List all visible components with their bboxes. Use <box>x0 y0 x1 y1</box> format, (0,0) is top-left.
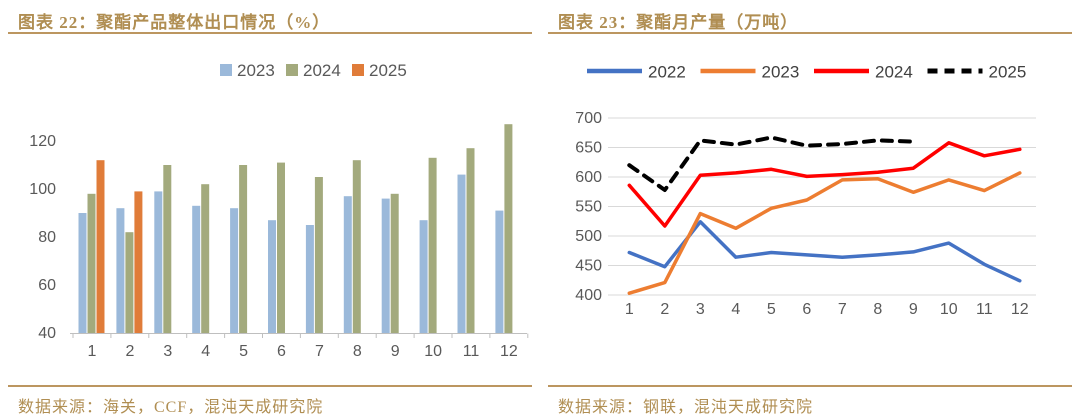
svg-text:11: 11 <box>976 301 993 318</box>
svg-text:2022: 2022 <box>648 63 686 82</box>
figure-22-title-rule <box>8 32 532 34</box>
figure-23-title: 图表 23：聚酯月产量（万吨） <box>558 13 799 32</box>
svg-text:2025: 2025 <box>369 61 407 80</box>
figure-23-source-note: 数据来源：钢联，混沌天成研究院 <box>558 399 814 416</box>
svg-text:6: 6 <box>277 343 286 360</box>
svg-text:100: 100 <box>29 181 56 198</box>
svg-text:650: 650 <box>575 140 602 157</box>
svg-text:10: 10 <box>940 301 958 318</box>
figure-22-source-note: 数据来源：海关，CCF，混沌天成研究院 <box>18 399 324 416</box>
svg-text:5: 5 <box>767 301 776 318</box>
svg-text:2024: 2024 <box>303 61 341 80</box>
figure-23-footer-rule <box>548 385 1072 387</box>
svg-text:1: 1 <box>625 301 634 318</box>
svg-text:10: 10 <box>424 343 442 360</box>
svg-text:600: 600 <box>575 169 602 186</box>
svg-text:12: 12 <box>500 343 518 360</box>
svg-text:3: 3 <box>163 343 172 360</box>
figure-23-panel: 图表 23：聚酯月产量（万吨） 400 450 500 550 600 650 700 1 2 3… <box>540 0 1080 419</box>
svg-text:1: 1 <box>88 343 97 360</box>
svg-text:80: 80 <box>38 229 56 246</box>
svg-text:550: 550 <box>575 199 602 216</box>
svg-text:700: 700 <box>575 110 602 127</box>
svg-text:2023: 2023 <box>762 63 800 82</box>
svg-text:4: 4 <box>731 301 740 318</box>
svg-text:400: 400 <box>575 287 602 304</box>
svg-text:40: 40 <box>38 325 56 342</box>
figure-23-title-rule <box>548 32 1072 34</box>
svg-text:60: 60 <box>38 277 56 294</box>
svg-text:7: 7 <box>315 343 324 360</box>
figure-22-footer-rule <box>8 385 532 387</box>
svg-text:11: 11 <box>463 343 480 360</box>
svg-text:2: 2 <box>660 301 669 318</box>
svg-text:450: 450 <box>575 258 602 275</box>
svg-text:2: 2 <box>125 343 134 360</box>
svg-text:7: 7 <box>838 301 847 318</box>
svg-text:5: 5 <box>239 343 248 360</box>
svg-text:2023: 2023 <box>237 61 275 80</box>
svg-text:4: 4 <box>201 343 210 360</box>
svg-text:120: 120 <box>29 133 56 150</box>
figure-22-title: 图表 22：聚酯产品整体出口情况（%） <box>18 13 331 32</box>
svg-text:8: 8 <box>353 343 362 360</box>
svg-text:9: 9 <box>909 301 918 318</box>
svg-text:9: 9 <box>391 343 400 360</box>
svg-text:2025: 2025 <box>989 63 1027 82</box>
svg-text:3: 3 <box>696 301 705 318</box>
svg-text:8: 8 <box>873 301 882 318</box>
svg-text:12: 12 <box>1011 301 1029 318</box>
figure-22-panel: 图表 22：聚酯产品整体出口情况（%） 40 60 80 100 120 1 2 3 4 5 6 7 8… <box>8 13 532 416</box>
svg-text:6: 6 <box>802 301 811 318</box>
svg-text:500: 500 <box>575 228 602 245</box>
svg-text:2024: 2024 <box>875 63 913 82</box>
